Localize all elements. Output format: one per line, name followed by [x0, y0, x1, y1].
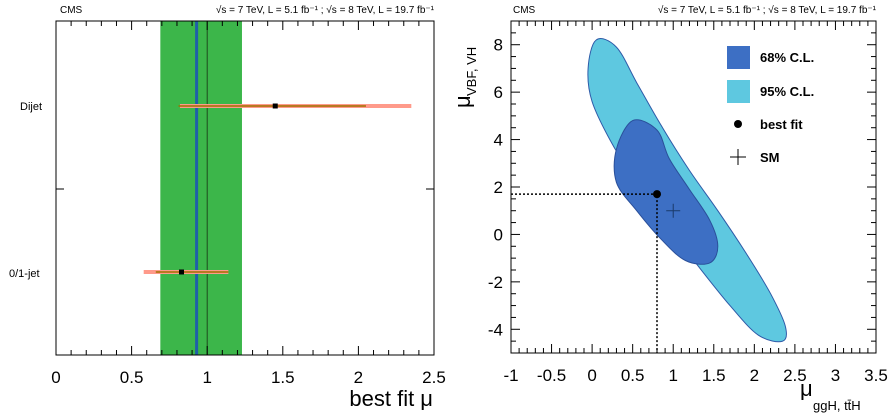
- right-lumi-label: √s = 7 TeV, L = 5.1 fb⁻¹ ; √s = 8 TeV, L…: [658, 4, 877, 16]
- x-tick-label: -1: [503, 366, 518, 385]
- x-tick-label: 0: [51, 368, 60, 387]
- right-experiment-label: CMS: [513, 5, 536, 16]
- x-tick-label: 0.5: [621, 366, 645, 385]
- category-label-01jet: 0/1-jet: [9, 268, 40, 280]
- right-x-axis-label-main: μ: [800, 376, 813, 401]
- category-label-dijet: Dijet: [20, 101, 42, 113]
- x-tick-label: 2.5: [783, 366, 807, 385]
- right-x-axis-label: μ ggH, tt̄H: [800, 376, 861, 413]
- legend-label-sm: SM: [760, 150, 780, 165]
- x-tick-label: 1.5: [271, 368, 295, 387]
- left-panel: CMS √s = 7 TeV, L = 5.1 fb⁻¹ ; √s = 8 Te…: [9, 4, 446, 411]
- left-lumi-label: √s = 7 TeV, L = 5.1 fb⁻¹ ; √s = 8 TeV, L…: [216, 4, 435, 16]
- x-tick-label: 1.5: [702, 366, 726, 385]
- right-panel: CMS √s = 7 TeV, L = 5.1 fb⁻¹ ; √s = 8 Te…: [450, 4, 888, 413]
- left-experiment-label: CMS: [60, 5, 83, 16]
- best-fit-point: [653, 190, 661, 199]
- contour-68-cl: [613, 119, 719, 265]
- right-axis-ticks: -1 -0.5 0 0.5 1 1.5 2 2.5 3 3.5 -4 -2 0 2 4 6 8: [488, 20, 888, 385]
- legend-marker-sm: [730, 149, 746, 165]
- legend-swatch-68: [727, 46, 750, 69]
- x-tick-label: 0.5: [120, 368, 144, 387]
- x-tick-label: 3: [831, 366, 840, 385]
- y-tick-label: 2: [494, 178, 503, 197]
- y-tick-label: 6: [494, 83, 503, 102]
- sm-point: [666, 203, 681, 218]
- left-plot-marks: [143, 21, 412, 355]
- combined-uncertainty-band: [160, 21, 242, 355]
- left-x-ticks: 0 0.5 1 1.5 2 2.5: [51, 21, 446, 387]
- x-tick-label: 1: [202, 368, 211, 387]
- legend: 68% C.L. 95% C.L. best fit SM: [727, 46, 814, 165]
- x-tick-label: 2: [750, 366, 759, 385]
- x-tick-label: 1: [668, 366, 677, 385]
- legend-label-best-fit: best fit: [760, 117, 803, 132]
- y-tick-label: -4: [488, 320, 503, 339]
- x-tick-label: 2.5: [422, 368, 446, 387]
- right-y-axis-label-sub: VBF, VH: [464, 47, 479, 96]
- right-plot-marks: [511, 38, 787, 353]
- left-x-axis-label: best fit μ: [349, 386, 433, 411]
- right-y-axis-label-main: μ: [450, 95, 475, 108]
- x-tick-label: 0: [587, 366, 596, 385]
- legend-swatch-95: [727, 80, 750, 103]
- category-best-fit-point: [272, 103, 278, 109]
- legend-label-68: 68% C.L.: [760, 50, 814, 65]
- x-tick-label: 3.5: [864, 366, 888, 385]
- y-tick-label: 8: [494, 36, 503, 55]
- right-x-axis-label-sub: ggH, tt̄H: [813, 398, 861, 413]
- best-fit-projection-lines: [511, 193, 658, 353]
- y-tick-label: 0: [494, 225, 503, 244]
- right-y-axis-label: μ VBF, VH: [450, 47, 479, 108]
- x-tick-label: 2: [354, 368, 363, 387]
- y-tick-label: -2: [488, 273, 503, 292]
- left-plot-frame: [55, 20, 435, 356]
- x-tick-label: -0.5: [537, 366, 566, 385]
- legend-label-95: 95% C.L.: [760, 84, 814, 99]
- category-best-fit-point: [178, 269, 184, 275]
- y-tick-label: 4: [494, 131, 503, 150]
- legend-marker-best-fit: [734, 120, 742, 128]
